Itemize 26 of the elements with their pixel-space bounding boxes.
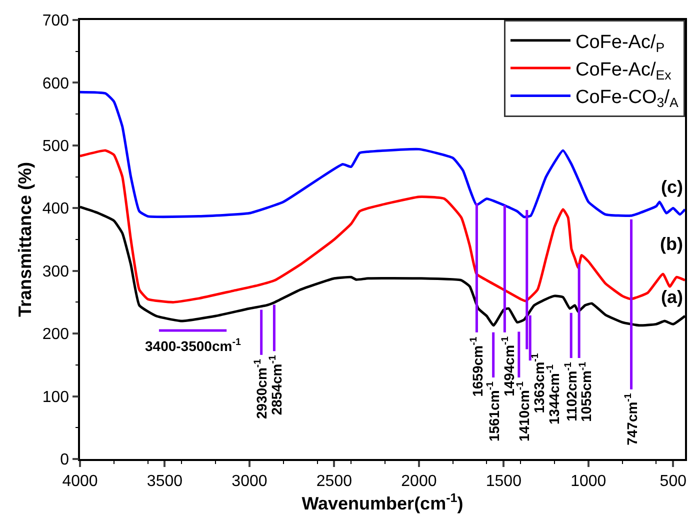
annotation: 3400-3500cm$^{-1}$ — [145, 337, 242, 354]
legend-label: CoFe-Ac/$_{Ex}$ — [576, 59, 672, 82]
x-axis-title: Wavenumber(cm$^{-1}$) — [302, 490, 464, 514]
x-tick-label: 500 — [660, 472, 687, 490]
y-tick-label: 700 — [42, 12, 70, 30]
y-tick-label: 200 — [42, 326, 70, 344]
legend-label: CoFe-Ac/$_{P}$ — [576, 32, 665, 55]
y-tick-label: 100 — [42, 388, 70, 406]
y-axis-title: Transmittance (%) — [15, 162, 36, 318]
x-tick-label: 4000 — [62, 472, 98, 490]
line-series — [80, 90, 685, 218]
legend-label: CoFe-CO$_{3}$/$_{A}$ — [576, 87, 678, 110]
y-tick-label: 0 — [60, 452, 70, 469]
annotation: (c) — [661, 177, 684, 197]
x-tick-label: 2500 — [316, 472, 352, 490]
x-tick-label: 3500 — [146, 472, 183, 490]
annotation: (a) — [661, 287, 684, 307]
y-tick-label: 500 — [42, 138, 70, 156]
x-tick-label: 3000 — [232, 472, 268, 490]
x-tick-label: 1000 — [570, 472, 606, 490]
y-tick-label: 300 — [42, 263, 70, 280]
y-tick-label: 600 — [42, 75, 70, 92]
annotation: (b) — [660, 234, 683, 254]
x-tick-label: 1500 — [486, 472, 522, 490]
y-tick-label: 400 — [42, 200, 70, 218]
x-tick-label: 2000 — [401, 472, 437, 490]
